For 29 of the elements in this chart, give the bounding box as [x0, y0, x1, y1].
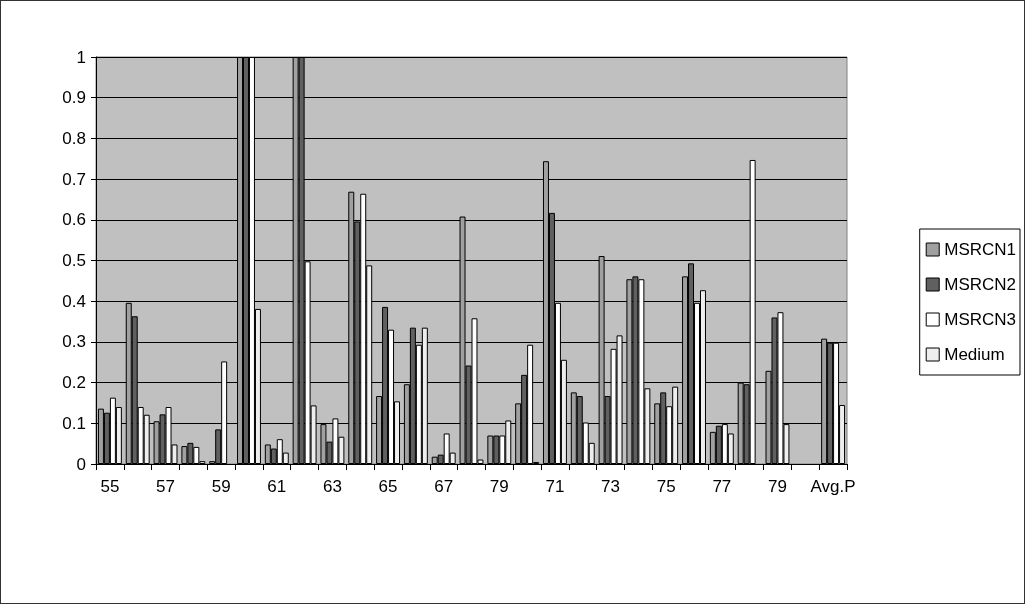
y-tick-label: 0.1 [62, 413, 86, 433]
legend-label: Medium [944, 345, 1005, 364]
y-tick-label: 1 [76, 47, 86, 67]
legend-label: MSRCN2 [944, 275, 1017, 294]
x-tick-label: 59 [211, 477, 231, 496]
x-tick-label: 79 [489, 477, 509, 496]
x-tick-label: 75 [656, 477, 676, 496]
x-tick-label: 65 [378, 477, 398, 496]
x-tick-label: 79 [768, 477, 787, 496]
y-tick-label: 0.9 [62, 88, 86, 108]
legend-label: MSRCN3 [944, 310, 1017, 329]
x-tick-label: 67 [434, 477, 454, 496]
x-tick-label: 71 [545, 477, 565, 496]
y-tick-label: 0.8 [62, 128, 86, 148]
y-tick-label: 0.6 [62, 210, 86, 230]
x-tick-label: 63 [322, 477, 342, 496]
legend-label: MSRCN1 [944, 240, 1017, 259]
y-tick-label: 0.7 [62, 169, 86, 189]
x-tick-label: 57 [156, 477, 175, 496]
y-tick-label: 0.2 [62, 373, 86, 393]
y-tick-label: 0.4 [62, 291, 86, 311]
x-tick-label: 61 [267, 477, 287, 496]
y-tick-label: 0.3 [62, 332, 86, 352]
x-tick-label: 73 [601, 477, 621, 496]
y-tick-label: 0.5 [62, 251, 86, 270]
x-tick-label: Avg.P [810, 477, 856, 496]
y-tick-label: 0 [76, 454, 86, 474]
x-tick-label: 55 [100, 477, 120, 496]
x-tick-label: 77 [712, 477, 732, 496]
